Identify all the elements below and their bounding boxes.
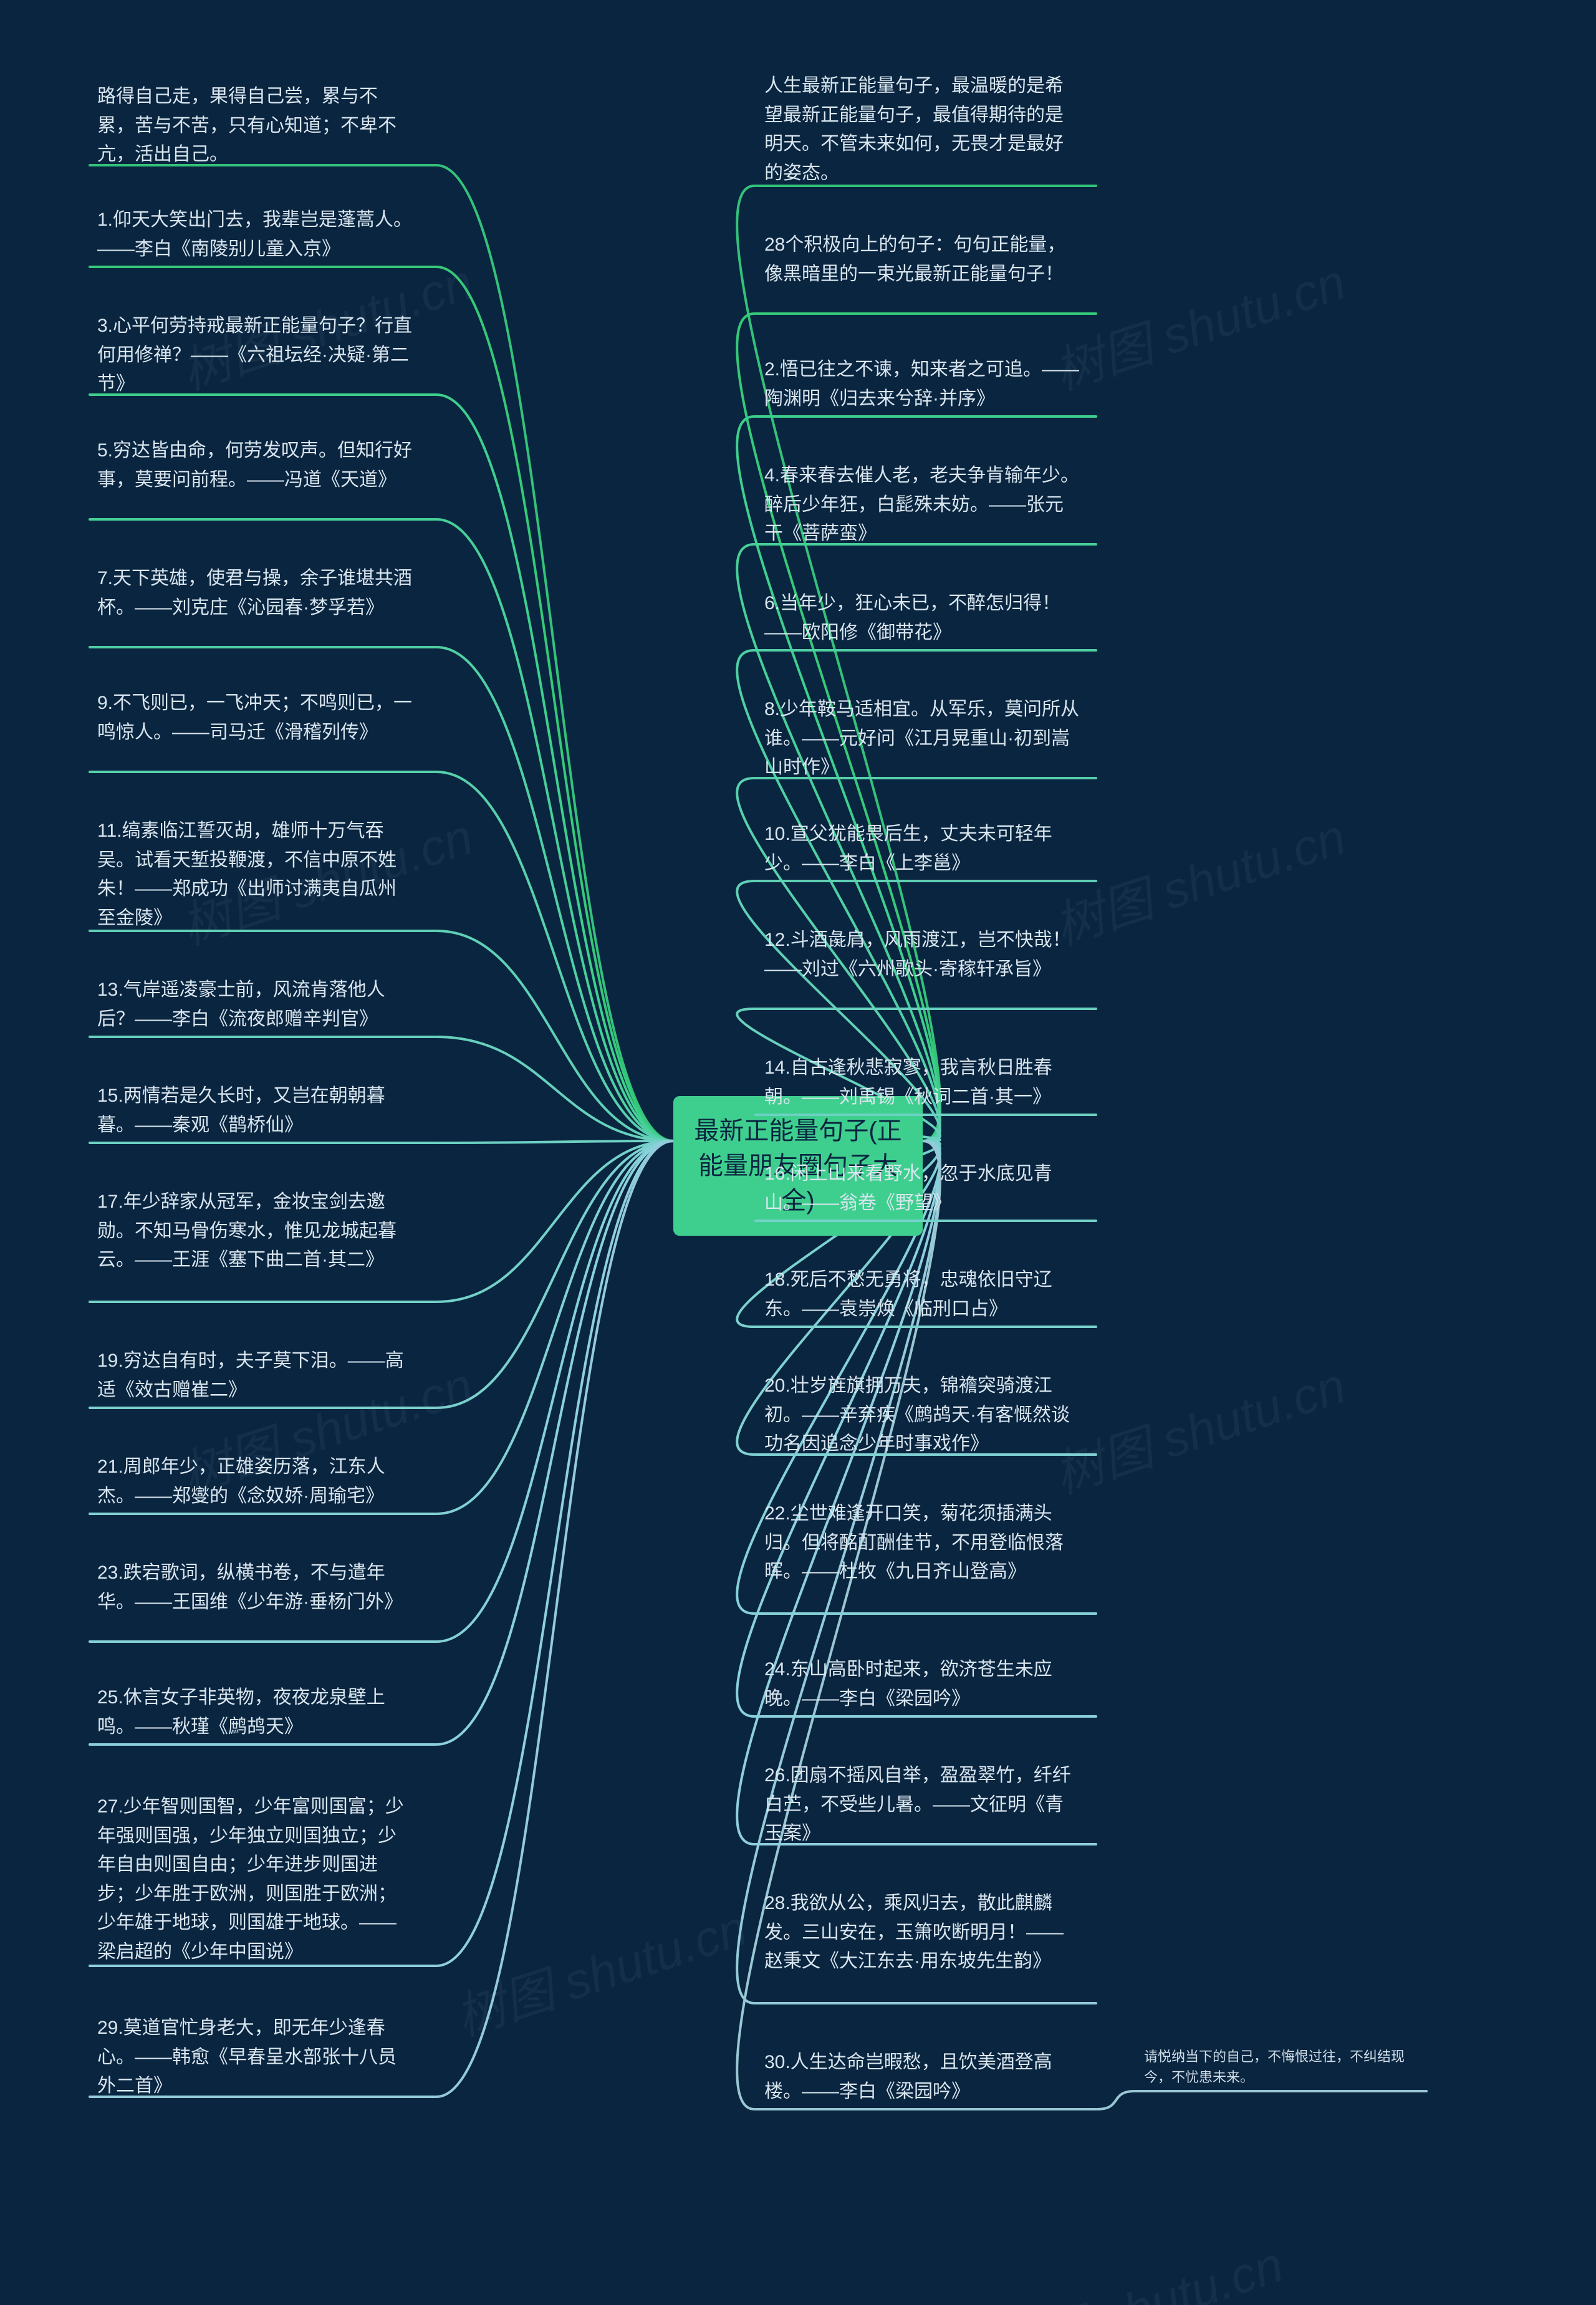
right-leaf-underline-3: [754, 543, 1097, 546]
right-leaf-underline-1: [754, 312, 1097, 315]
right-leaf-underline-15: [754, 2002, 1097, 2004]
right-leaf-16: 30.人生达命岂暇愁，且饮美酒登高楼。——李白《梁园吟》: [761, 2042, 1085, 2112]
left-leaf-underline-1: [89, 266, 436, 268]
left-leaf-underline-0: [89, 164, 436, 166]
left-leaf-underline-15: [89, 2096, 436, 2098]
left-leaf-underline-11: [89, 1513, 436, 1515]
left-leaf-underline-10: [89, 1407, 436, 1409]
right-leaf-underline-14: [754, 1843, 1097, 1845]
left-leaf-underline-6: [89, 930, 436, 932]
mindmap-canvas: 最新正能量句子(正能量朋友圈句子大全) 树图 shutu.cn树图 shutu.…: [0, 0, 1596, 2305]
right-leaf-0: 人生最新正能量句子，最温暖的是希望最新正能量句子，最值得期待的是明天。不管未来如…: [761, 65, 1085, 194]
right-leaf-underline-6: [754, 880, 1097, 882]
watermark: 树图 shutu.cn: [445, 1888, 755, 2050]
left-leaf-underline-7: [89, 1036, 436, 1038]
watermark: 树图 shutu.cn: [981, 2225, 1291, 2305]
right-leaf-underline-2: [754, 415, 1097, 418]
left-leaf-12: 23.跌宕歌词，纵横书卷，不与遣年华。——王国维《少年游·垂杨门外》: [94, 1552, 418, 1623]
right-leaf-underline-16: [754, 2108, 1097, 2110]
left-leaf-0: 路得自己走，果得自己尝，累与不累，苦与不苦，只有心知道；不卑不亢，活出自己。: [94, 76, 418, 176]
left-leaf-4: 7.天下英雄，使君与操，余子谁堪共酒杯。——刘克庄《沁园春·梦孚若》: [94, 558, 418, 628]
right-leaf-12: 22.尘世难逢开口笑，菊花须插满头归。但将酩酊酬佳节，不用登临恨落晖。——杜牧《…: [761, 1493, 1085, 1593]
right-leaf-2: 2.悟已往之不谏，知来者之可追。——陶渊明《归去来兮辞·并序》: [761, 349, 1085, 420]
left-leaf-11: 21.周郎年少，正雄姿历落，江东人杰。——郑燮的《念奴娇·周瑜宅》: [94, 1446, 418, 1517]
right-leaf-15: 28.我欲从公，乘风归去，散此麒麟发。三山安在，玉箫吹断明月！——赵秉文《大江东…: [761, 1883, 1085, 1983]
right-leaf-underline-13: [754, 1715, 1097, 1718]
extra-leaf-underline: [1135, 2090, 1428, 2092]
left-leaf-underline-2: [89, 393, 436, 396]
right-leaf-underline-12: [754, 1612, 1097, 1615]
right-leaf-5: 8.少年鞍马适相宜。从军乐，莫问所从谁。——元好问《江月晃重山·初到嵩山时作》: [761, 689, 1085, 789]
left-leaf-underline-3: [89, 518, 436, 521]
right-leaf-9: 16.闲上山来看野水，忽于水底见青山。——翁卷《野望》: [761, 1153, 1085, 1224]
right-leaf-11: 20.壮岁旌旗拥万夫，锦襜突骑渡江初。——辛弃疾《鹧鸪天·有客慨然谈功名因追念少…: [761, 1365, 1085, 1465]
left-leaf-13: 25.休言女子非英物，夜夜龙泉壁上鸣。——秋瑾《鹧鸪天》: [94, 1677, 418, 1748]
right-leaf-6: 10.宣父犹能畏后生，丈夫未可轻年少。——李白《上李邕》: [761, 814, 1085, 884]
left-leaf-6: 11.缟素临江誓灭胡，雄师十万气吞吴。试看天堑投鞭渡，不信中原不姓朱！——郑成功…: [94, 811, 418, 939]
left-leaf-underline-13: [89, 1743, 436, 1746]
right-leaf-underline-0: [754, 185, 1097, 187]
watermark: 树图 shutu.cn: [1044, 242, 1353, 404]
right-leaf-13: 24.东山高卧时起来，欲济苍生未应晚。——李白《梁园吟》: [761, 1649, 1085, 1720]
watermark: 树图 shutu.cn: [1044, 1345, 1353, 1508]
right-leaf-underline-11: [754, 1453, 1097, 1456]
left-leaf-underline-9: [89, 1301, 436, 1303]
left-leaf-3: 5.穷达皆由命，何劳发叹声。但知行好事，莫要问前程。——冯道《天道》: [94, 430, 418, 501]
right-leaf-underline-4: [754, 649, 1097, 652]
left-leaf-underline-8: [89, 1142, 436, 1144]
left-leaf-10: 19.穷达自有时，夫子莫下泪。——高适《效古赠崔二》: [94, 1340, 418, 1411]
right-leaf-4: 6.当年少，狂心未已，不醉怎归得！——欧阳修《御带花》: [761, 583, 1085, 653]
right-leaf-8: 14.自古逢秋悲寂寥，我言秋日胜春朝。——刘禹锡《秋词二首·其一》: [761, 1047, 1085, 1118]
right-leaf-underline-10: [754, 1326, 1097, 1328]
left-leaf-underline-14: [89, 1965, 436, 1967]
watermark: 树图 shutu.cn: [1044, 797, 1353, 959]
right-leaf-10: 18.死后不愁无勇将，忠魂依旧守辽东。——袁崇焕《临刑口占》: [761, 1259, 1085, 1330]
right-leaf-3: 4.春来春去催人老，老夫争肯输年少。醉后少年狂，白髭殊未妨。——张元干《菩萨蛮》: [761, 455, 1085, 555]
right-leaf-1: 28个积极向上的句子：句句正能量，像黑暗里的一束光最新正能量句子！: [761, 224, 1085, 295]
left-leaf-1: 1.仰天大笑出门去，我辈岂是蓬蒿人。——李白《南陵别儿童入京》: [94, 200, 418, 270]
left-leaf-underline-5: [89, 771, 436, 773]
left-leaf-underline-4: [89, 646, 436, 648]
right-leaf-underline-7: [754, 1008, 1097, 1010]
extra-leaf: 请悦纳当下的自己，不悔恨过往，不纠结现今，不忧患未来。: [1144, 2046, 1425, 2087]
left-leaf-2: 3.心平何劳持戒最新正能量句子？行直何用修禅？——《六祖坛经·决疑·第二节》: [94, 306, 418, 405]
left-leaf-14: 27.少年智则国智，少年富则国富；少年强则国强，少年独立则国独立；少年自由则国自…: [94, 1786, 418, 1973]
left-leaf-15: 29.莫道官忙身老大，即无年少逢春心。——韩愈《早春呈水部张十八员外二首》: [94, 2008, 418, 2107]
left-leaf-8: 15.两情若是久长时，又岂在朝朝暮暮。——秦观《鹊桥仙》: [94, 1076, 418, 1146]
left-leaf-underline-12: [89, 1640, 436, 1643]
left-leaf-7: 13.气岸遥凌豪士前，风流肯落他人后？——李白《流夜郎赠辛判官》: [94, 970, 418, 1040]
right-leaf-7: 12.斗酒彘肩，风雨渡江，岂不快哉！——刘过《六州歌头·寄稼轩承旨》: [761, 920, 1085, 990]
right-leaf-14: 26.团扇不摇风自举，盈盈翠竹，纤纤白苎，不受些儿暑。——文征明《青玉案》: [761, 1755, 1085, 1855]
right-leaf-underline-5: [754, 777, 1097, 779]
right-leaf-underline-8: [754, 1114, 1097, 1116]
right-leaf-underline-9: [754, 1220, 1097, 1222]
left-leaf-9: 17.年少辞家从冠军，金妆宝剑去邀勋。不知马骨伤寒水，惟见龙城起暮云。——王涯《…: [94, 1181, 418, 1281]
left-leaf-5: 9.不飞则已，一飞冲天；不鸣则已，一鸣惊人。——司马迁《滑稽列传》: [94, 683, 418, 753]
